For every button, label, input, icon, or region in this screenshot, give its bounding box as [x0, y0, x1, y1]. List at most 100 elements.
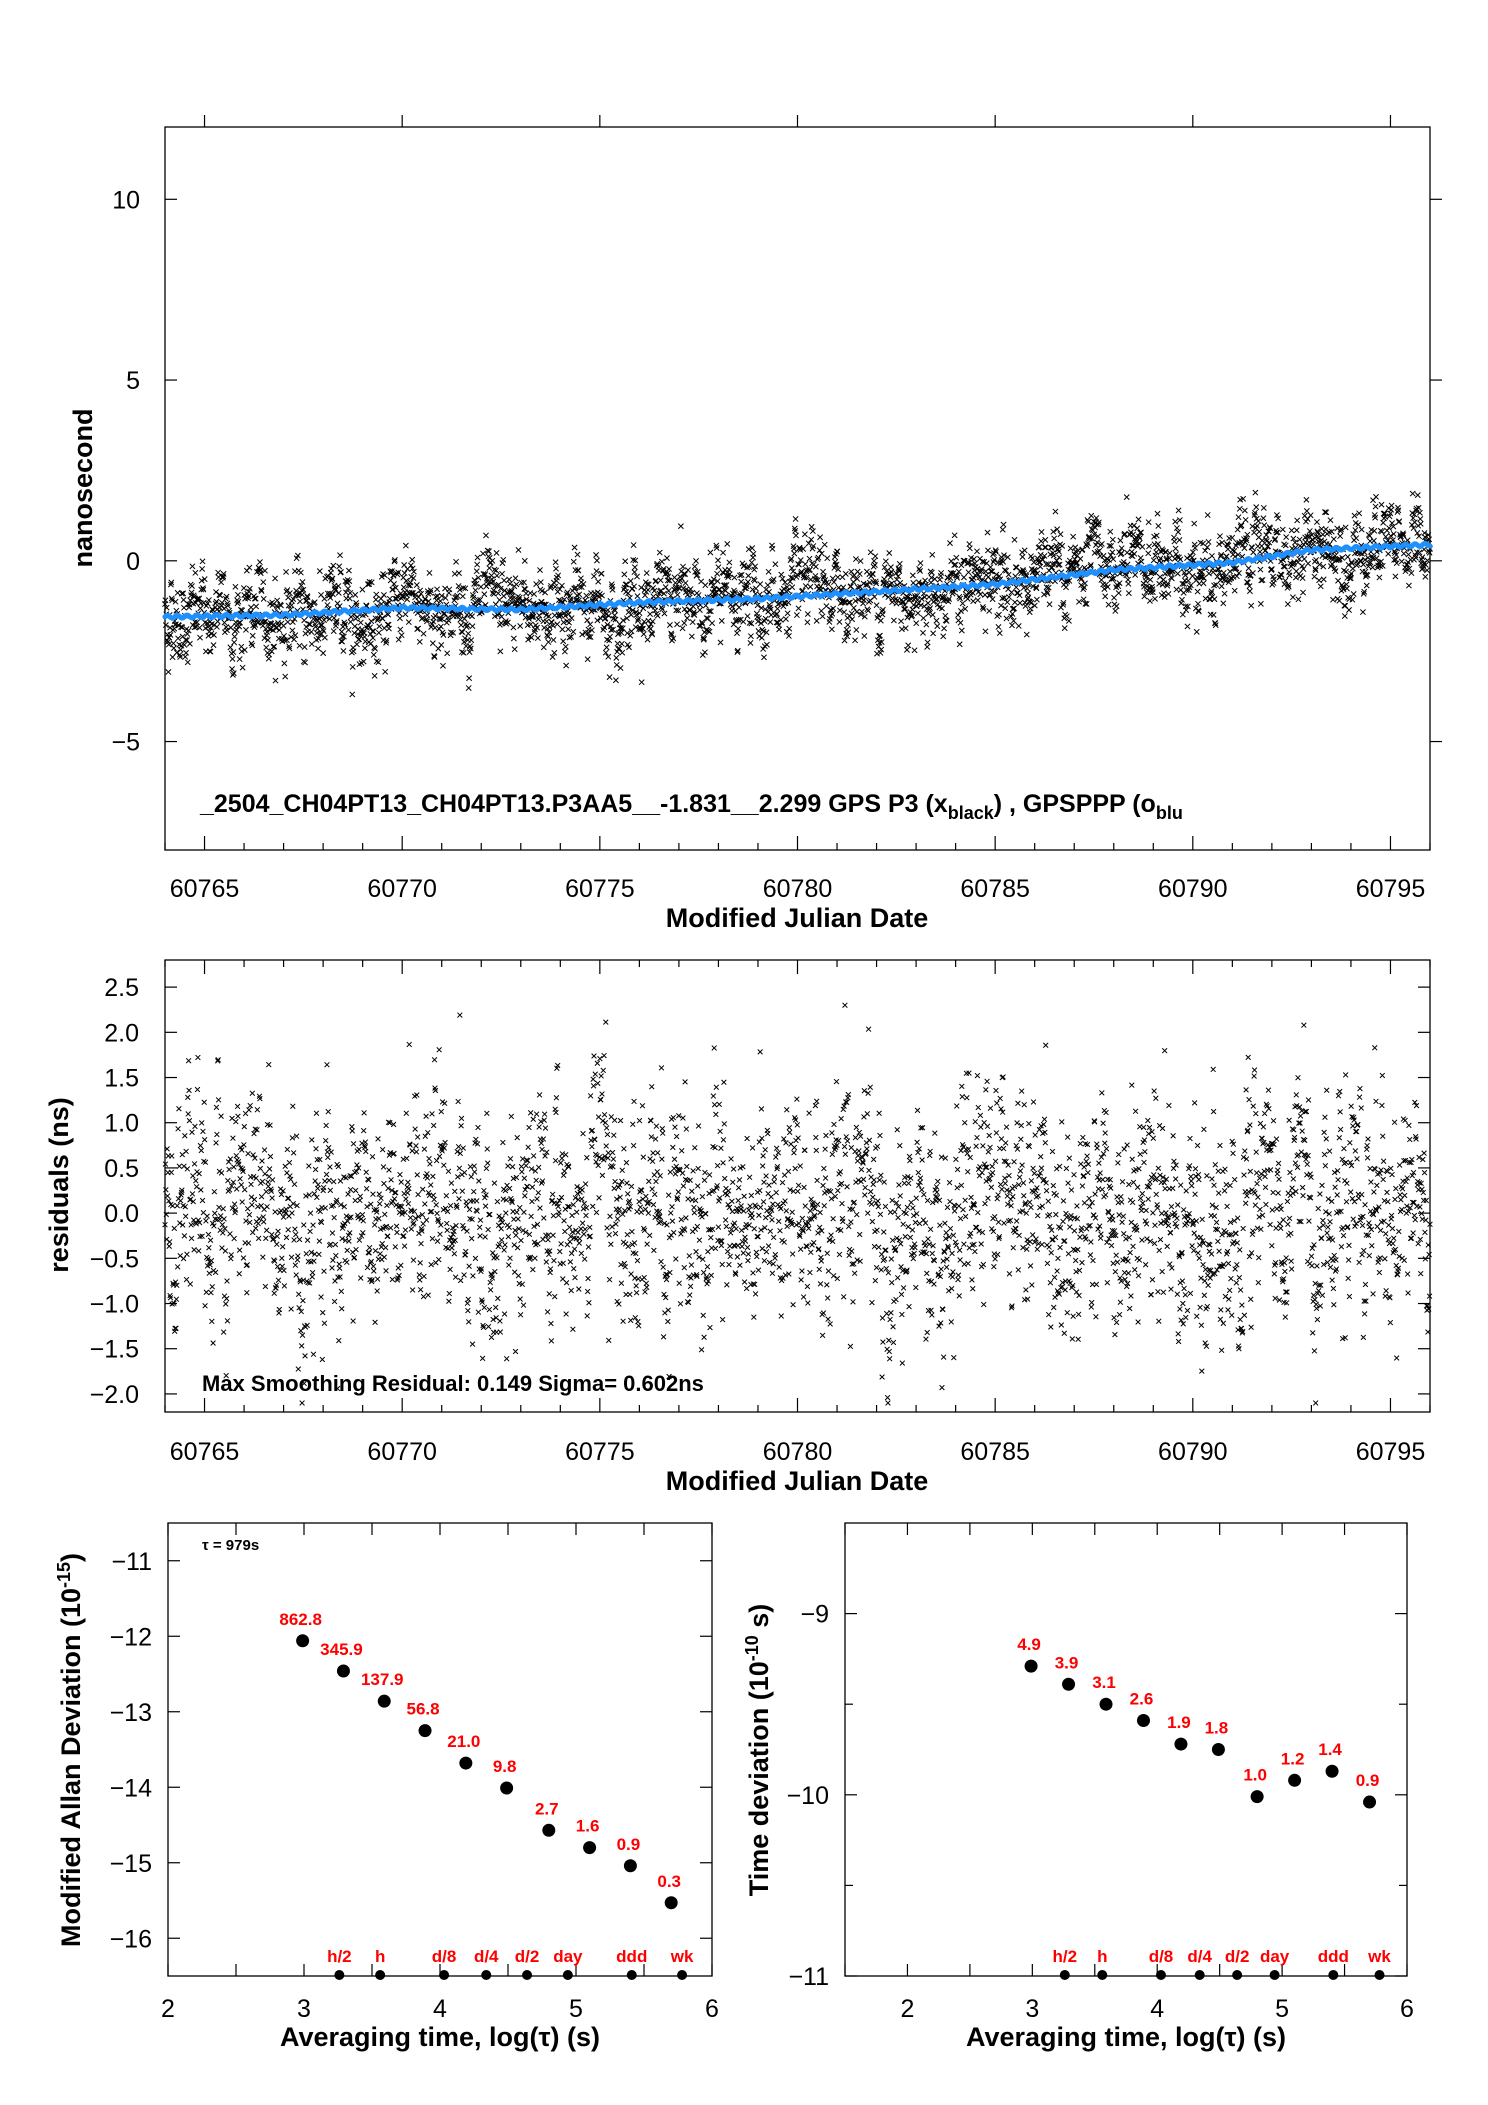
gps-p3-point — [294, 552, 301, 559]
gps-p3-point — [333, 619, 340, 626]
gps-p3-point — [388, 568, 395, 575]
gps-p3-point — [317, 622, 324, 629]
gps-p3-point — [349, 691, 356, 698]
gps-p3-point — [193, 623, 200, 630]
gps-p3-point — [251, 595, 258, 602]
gps-p3-point — [188, 589, 195, 596]
gps-p3-point — [427, 587, 434, 594]
gps-p3-point — [409, 556, 416, 563]
gps-p3-point — [180, 590, 187, 597]
gps-p3-point — [379, 615, 386, 622]
gps-p3-point — [229, 655, 236, 662]
gps-p3-point — [231, 633, 238, 640]
gps-p3-point — [191, 619, 198, 626]
gps-p3-point — [329, 591, 336, 598]
gps-p3-point — [391, 580, 397, 587]
gps-p3-point — [382, 668, 389, 675]
gps-p3-point — [304, 594, 311, 601]
gps-p3-point — [224, 600, 231, 607]
x-tick-label: 60780 — [763, 875, 833, 903]
gps-p3-point — [320, 628, 327, 634]
gps-p3-point — [271, 643, 278, 650]
gps-p3-point — [346, 595, 353, 602]
gps-p3-point — [384, 621, 391, 628]
gps-p3-point — [199, 565, 206, 572]
gps-p3-point — [202, 619, 209, 626]
gps-p3-point — [170, 645, 177, 652]
gps-p3-point — [229, 665, 236, 672]
gps-p3-point — [249, 632, 256, 639]
gps-p3-point — [402, 611, 409, 618]
gps-p3-point — [356, 636, 362, 643]
gps-p3-point — [375, 629, 382, 636]
gps-p3-point — [278, 602, 284, 609]
gps-p3-point — [260, 579, 267, 586]
gps-p3-point — [319, 626, 326, 633]
gps-p3-point — [413, 582, 420, 588]
gps-p3-point — [281, 637, 288, 644]
gps-p3-point — [213, 598, 220, 605]
gps-p3-point — [274, 597, 281, 604]
gps-p3-point — [339, 633, 346, 640]
gps-p3-point — [200, 586, 207, 593]
gps-p3-point — [210, 607, 217, 614]
gps-p3-point — [321, 595, 328, 602]
x-tick-label: 60770 — [367, 875, 437, 903]
x-tick-label: 60795 — [1356, 875, 1426, 903]
gps-p3-point — [270, 627, 276, 634]
gps-p3-point — [227, 644, 234, 651]
gps-p3-point — [409, 565, 416, 572]
gps-p3-point — [367, 640, 374, 647]
gps-p3-point — [290, 596, 297, 603]
gps-p3-point — [389, 586, 396, 593]
gps-p3-point — [316, 568, 323, 575]
gps-p3-point — [337, 569, 344, 575]
gps-p3-point — [170, 640, 177, 647]
gps-p3-point — [305, 621, 312, 627]
gps-p3-point — [396, 615, 403, 622]
gps-p3-point — [327, 594, 334, 601]
gps-p3-point — [172, 598, 179, 605]
gps-p3-point — [237, 606, 244, 613]
gps-p3-point — [346, 578, 353, 585]
gps-p3-point — [326, 615, 333, 622]
gps-p3-point — [169, 597, 176, 604]
gps-p3-point — [200, 585, 206, 592]
gps-p3-point — [417, 587, 424, 594]
gps-p3-point — [307, 621, 314, 628]
gps-p3-point — [368, 618, 375, 625]
gps-p3-point — [420, 630, 427, 637]
gps-p3-point — [415, 594, 422, 601]
gps-p3-point — [374, 617, 381, 624]
gps-p3-point — [423, 618, 430, 625]
gps-p3-point — [221, 605, 228, 612]
gps-p3-point — [336, 563, 343, 570]
gps-p3-point — [189, 563, 196, 570]
gps-p3-point — [185, 627, 192, 634]
gps-p3-point — [286, 590, 293, 597]
gps-p3-point — [252, 595, 259, 602]
time-series-y-label: nanosecond — [68, 408, 98, 567]
gps-p3-point — [296, 642, 303, 649]
gps-p3-point — [258, 586, 265, 593]
gps-p3-point — [325, 573, 332, 580]
gps-p3-point — [400, 584, 407, 591]
gps-p3-point — [248, 604, 255, 611]
gps-p3-point — [376, 623, 383, 630]
gps-p3-point — [260, 595, 267, 602]
gps-p3-point — [301, 644, 308, 650]
gps-p3-point — [391, 558, 398, 565]
gps-p3-point — [167, 631, 174, 638]
gps-p3-point — [342, 621, 349, 628]
gps-p3-point — [165, 641, 172, 648]
gps-p3-point — [210, 632, 217, 638]
gps-p3-point — [395, 569, 402, 576]
gps-p3-point — [201, 576, 208, 583]
gps-p3-point — [224, 627, 230, 634]
gps-p3-point — [368, 579, 375, 586]
gps-p3-point — [223, 593, 230, 600]
gps-p3-point — [340, 648, 347, 654]
gps-p3-point — [245, 595, 252, 602]
gps-p3-point — [297, 598, 303, 605]
y-tick-label: 10 — [112, 186, 140, 214]
